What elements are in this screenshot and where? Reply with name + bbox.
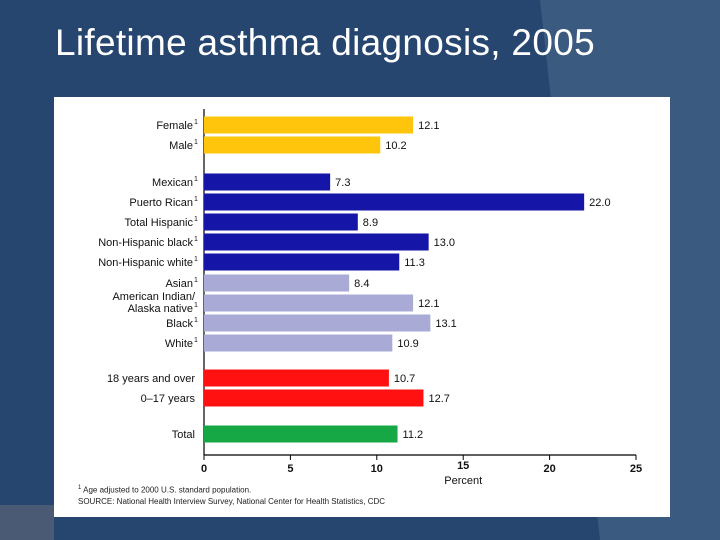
chart-panel: 12.1 Female 1 10.2 Male 1 7.3 Mexican 1 22.0 Puert… [54,97,670,517]
value-label-9: 13.1 [435,318,456,330]
category-label-10: White [165,338,193,350]
value-label-12: 12.7 [428,393,449,405]
bar-6 [204,253,400,271]
category-label-13: Total [172,429,195,441]
category-sup-5: 1 [194,236,198,243]
bar-1 [204,136,381,154]
category-label-9: Black [166,318,193,330]
value-label-0: 12.1 [418,120,439,132]
category-sup-10: 1 [194,337,198,344]
category-sup-3: 1 [194,196,198,203]
x-tick-label-0: 0 [201,463,207,475]
bar-9 [204,314,431,332]
category-label-8-line2: Alaska native [128,303,193,315]
x-axis-title: Percent [444,475,482,487]
bar-3 [204,193,585,211]
value-label-6: 11.3 [404,257,425,269]
category-label-11: 18 years and over [107,373,195,385]
footnote-marker: 1 [78,485,82,491]
category-sup-6: 1 [194,256,198,263]
bar-11 [204,369,389,387]
bar-10 [204,334,393,352]
bar-7 [204,274,350,292]
value-label-10: 10.9 [397,338,418,350]
category-label-7: Asian [165,278,193,290]
value-label-13: 11.2 [403,429,424,441]
category-sup-4: 1 [194,216,198,223]
category-label-1: Male [169,140,193,152]
footnote-text: Age adjusted to 2000 U.S. standard popul… [83,485,252,495]
category-label-12: 0–17 years [141,393,196,405]
category-sup-9: 1 [194,317,198,324]
category-label-2: Mexican [152,177,193,189]
bar-13 [204,425,398,443]
category-label-0: Female [156,120,193,132]
bar-5 [204,233,429,251]
category-label-5: Non-Hispanic black [98,237,193,249]
value-label-4: 8.9 [363,217,378,229]
background-corner [0,505,54,540]
value-label-8: 12.1 [418,298,439,310]
slide-title: Lifetime asthma diagnosis, 2005 [55,22,595,63]
category-sup-7: 1 [194,277,198,284]
x-tick-label-5: 25 [630,463,642,475]
category-sup-2: 1 [194,176,198,183]
category-label-8: American Indian/ [112,291,195,303]
x-tick-label-1: 5 [287,463,293,475]
footnote-source: SOURCE: National Health Interview Survey… [78,497,386,506]
category-label-3: Puerto Rican [129,197,193,209]
bar-12 [204,389,424,407]
value-label-11: 10.7 [394,373,415,385]
value-label-7: 8.4 [354,278,369,290]
bar-8 [204,294,414,312]
category-label-4: Total Hispanic [125,217,194,229]
value-label-1: 10.2 [385,140,406,152]
footnote-age-adjusted: 1 Age adjusted to 2000 U.S. standard pop… [78,485,251,495]
x-tick-label-4: 20 [543,463,555,475]
category-sup-1: 1 [194,139,198,146]
bar-2 [204,173,331,191]
x-tick-label-3: 15 [457,460,469,472]
value-label-3: 22.0 [589,197,610,209]
value-label-5: 13.0 [434,237,455,249]
x-tick-label-2: 10 [371,463,383,475]
category-sup-0: 1 [194,119,198,126]
category-sup-8: 1 [194,302,198,309]
bar-4 [204,213,358,231]
value-label-2: 7.3 [335,177,350,189]
category-label-6: Non-Hispanic white [98,257,193,269]
bar-0 [204,116,414,134]
